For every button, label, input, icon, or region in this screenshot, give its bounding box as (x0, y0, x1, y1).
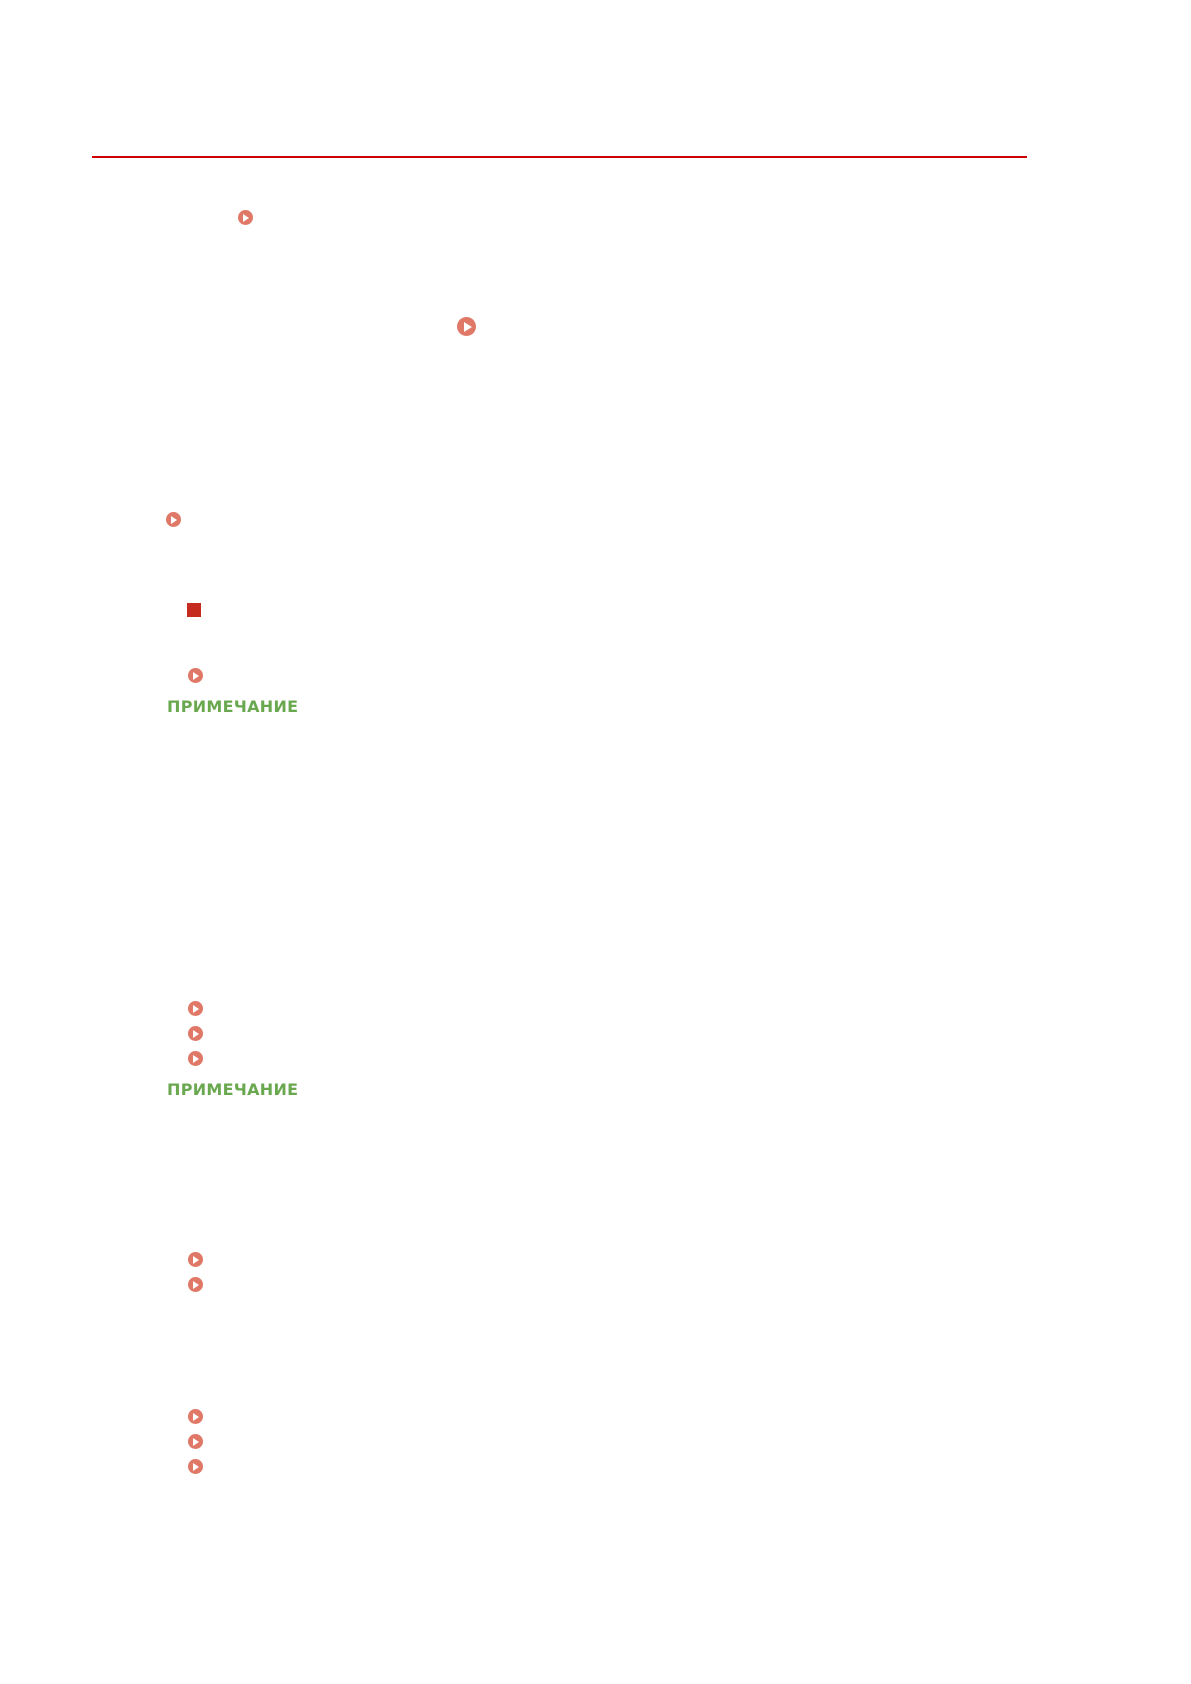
play-circle-icon[interactable] (188, 668, 203, 683)
play-circle-icon[interactable] (238, 210, 253, 225)
play-circle-icon[interactable] (166, 512, 181, 527)
play-circle-icon[interactable] (188, 1252, 203, 1267)
play-circle-icon[interactable] (188, 1409, 203, 1424)
note-heading: ПРИМЕЧАНИЕ (167, 1080, 299, 1099)
red-square-icon (187, 603, 201, 617)
play-circle-icon[interactable] (188, 1026, 203, 1041)
play-circle-icon[interactable] (457, 317, 476, 336)
note-heading: ПРИМЕЧАНИЕ (167, 697, 299, 716)
play-circle-icon[interactable] (188, 1459, 203, 1474)
play-circle-icon[interactable] (188, 1434, 203, 1449)
header-rule (92, 156, 1027, 158)
play-circle-icon[interactable] (188, 1001, 203, 1016)
play-circle-icon[interactable] (188, 1277, 203, 1292)
play-circle-icon[interactable] (188, 1051, 203, 1066)
